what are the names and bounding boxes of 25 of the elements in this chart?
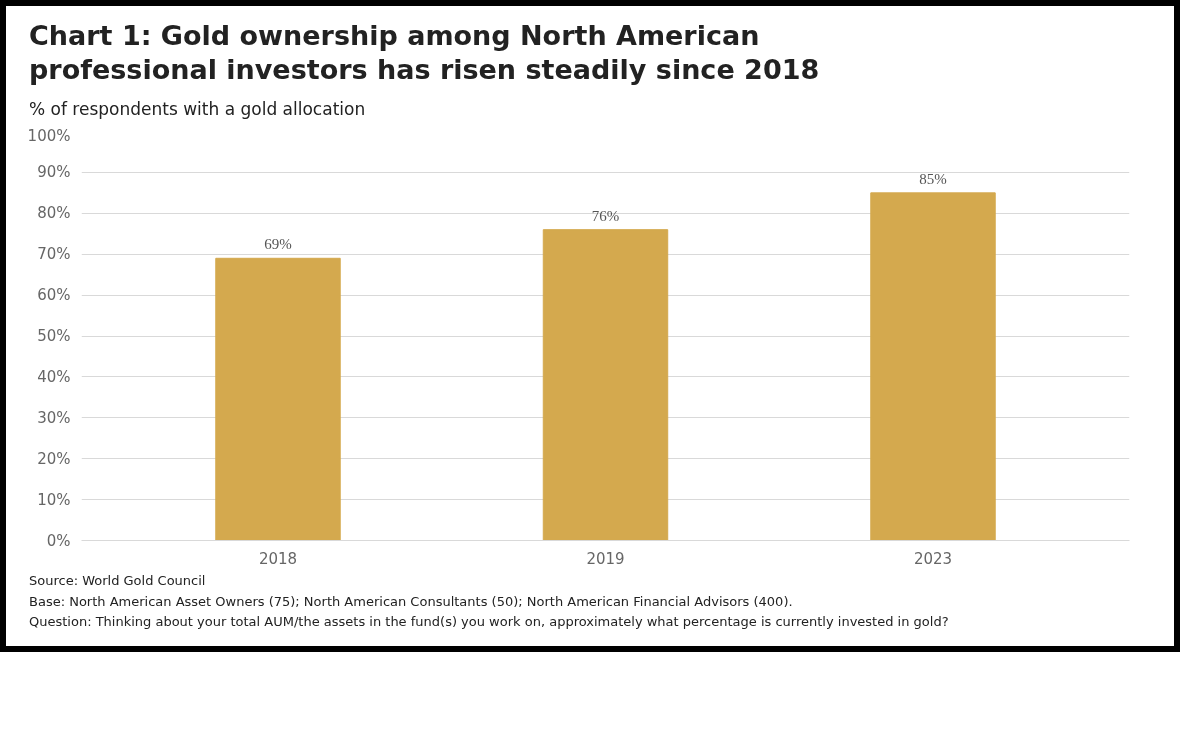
bar — [215, 257, 341, 541]
y-tick-label: 90% — [37, 163, 71, 182]
y-tick-label: 0% — [46, 531, 71, 550]
chart-title: Chart 1: Gold ownership among North American professional investors has risen steadily since 2018 — [29, 19, 821, 87]
bar — [870, 192, 996, 541]
text: Question: Thinking about your total AUM/the assets in the fund(s) you work on, approximately what percentage is currently invested in gold? — [29, 613, 949, 632]
text: Base: North American Asset Owners (75); North American Consultants (50); North American Financial Advisors (400). — [29, 592, 794, 611]
y-tick-label: 80% — [37, 204, 71, 223]
x-tick-label: 2023 — [913, 549, 953, 568]
data-label: 69% — [264, 236, 292, 253]
x-tick-label: 2018 — [258, 549, 298, 568]
x-tick-label: 2019 — [586, 549, 625, 568]
y-tick-label: 50% — [37, 326, 71, 345]
y-tick-label: 70% — [37, 244, 71, 263]
y-tick-label: 20% — [37, 449, 71, 468]
y-tick-label: 10% — [37, 490, 71, 509]
y-tick-label: 60% — [37, 285, 71, 304]
bar — [542, 228, 669, 541]
source-note: Source: World Gold Council — [29, 571, 207, 590]
y-tick-label: 30% — [37, 408, 71, 427]
y-axis-title: % of respondents with a gold allocation — [29, 97, 366, 121]
y-tick-label: 100% — [27, 126, 71, 145]
data-label: 76% — [591, 207, 620, 224]
data-label: 85% — [919, 170, 947, 187]
y-tick-label: 40% — [37, 367, 71, 386]
